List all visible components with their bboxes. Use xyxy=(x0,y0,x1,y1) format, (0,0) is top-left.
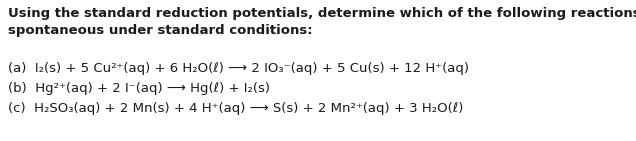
Text: spontaneous under standard conditions:: spontaneous under standard conditions: xyxy=(8,24,313,37)
Text: (b)  Hg²⁺(aq) + 2 I⁻(aq) ⟶ Hg(ℓ) + I₂(s): (b) Hg²⁺(aq) + 2 I⁻(aq) ⟶ Hg(ℓ) + I₂(s) xyxy=(8,82,270,95)
Text: Using the standard reduction potentials, determine which of the following reacti: Using the standard reduction potentials,… xyxy=(8,7,636,20)
Text: (c)  H₂SO₃(aq) + 2 Mn(s) + 4 H⁺(aq) ⟶ S(s) + 2 Mn²⁺(aq) + 3 H₂O(ℓ): (c) H₂SO₃(aq) + 2 Mn(s) + 4 H⁺(aq) ⟶ S(s… xyxy=(8,102,464,115)
Text: (a)  I₂(s) + 5 Cu²⁺(aq) + 6 H₂O(ℓ) ⟶ 2 IO₃⁻(aq) + 5 Cu(s) + 12 H⁺(aq): (a) I₂(s) + 5 Cu²⁺(aq) + 6 H₂O(ℓ) ⟶ 2 IO… xyxy=(8,62,469,75)
